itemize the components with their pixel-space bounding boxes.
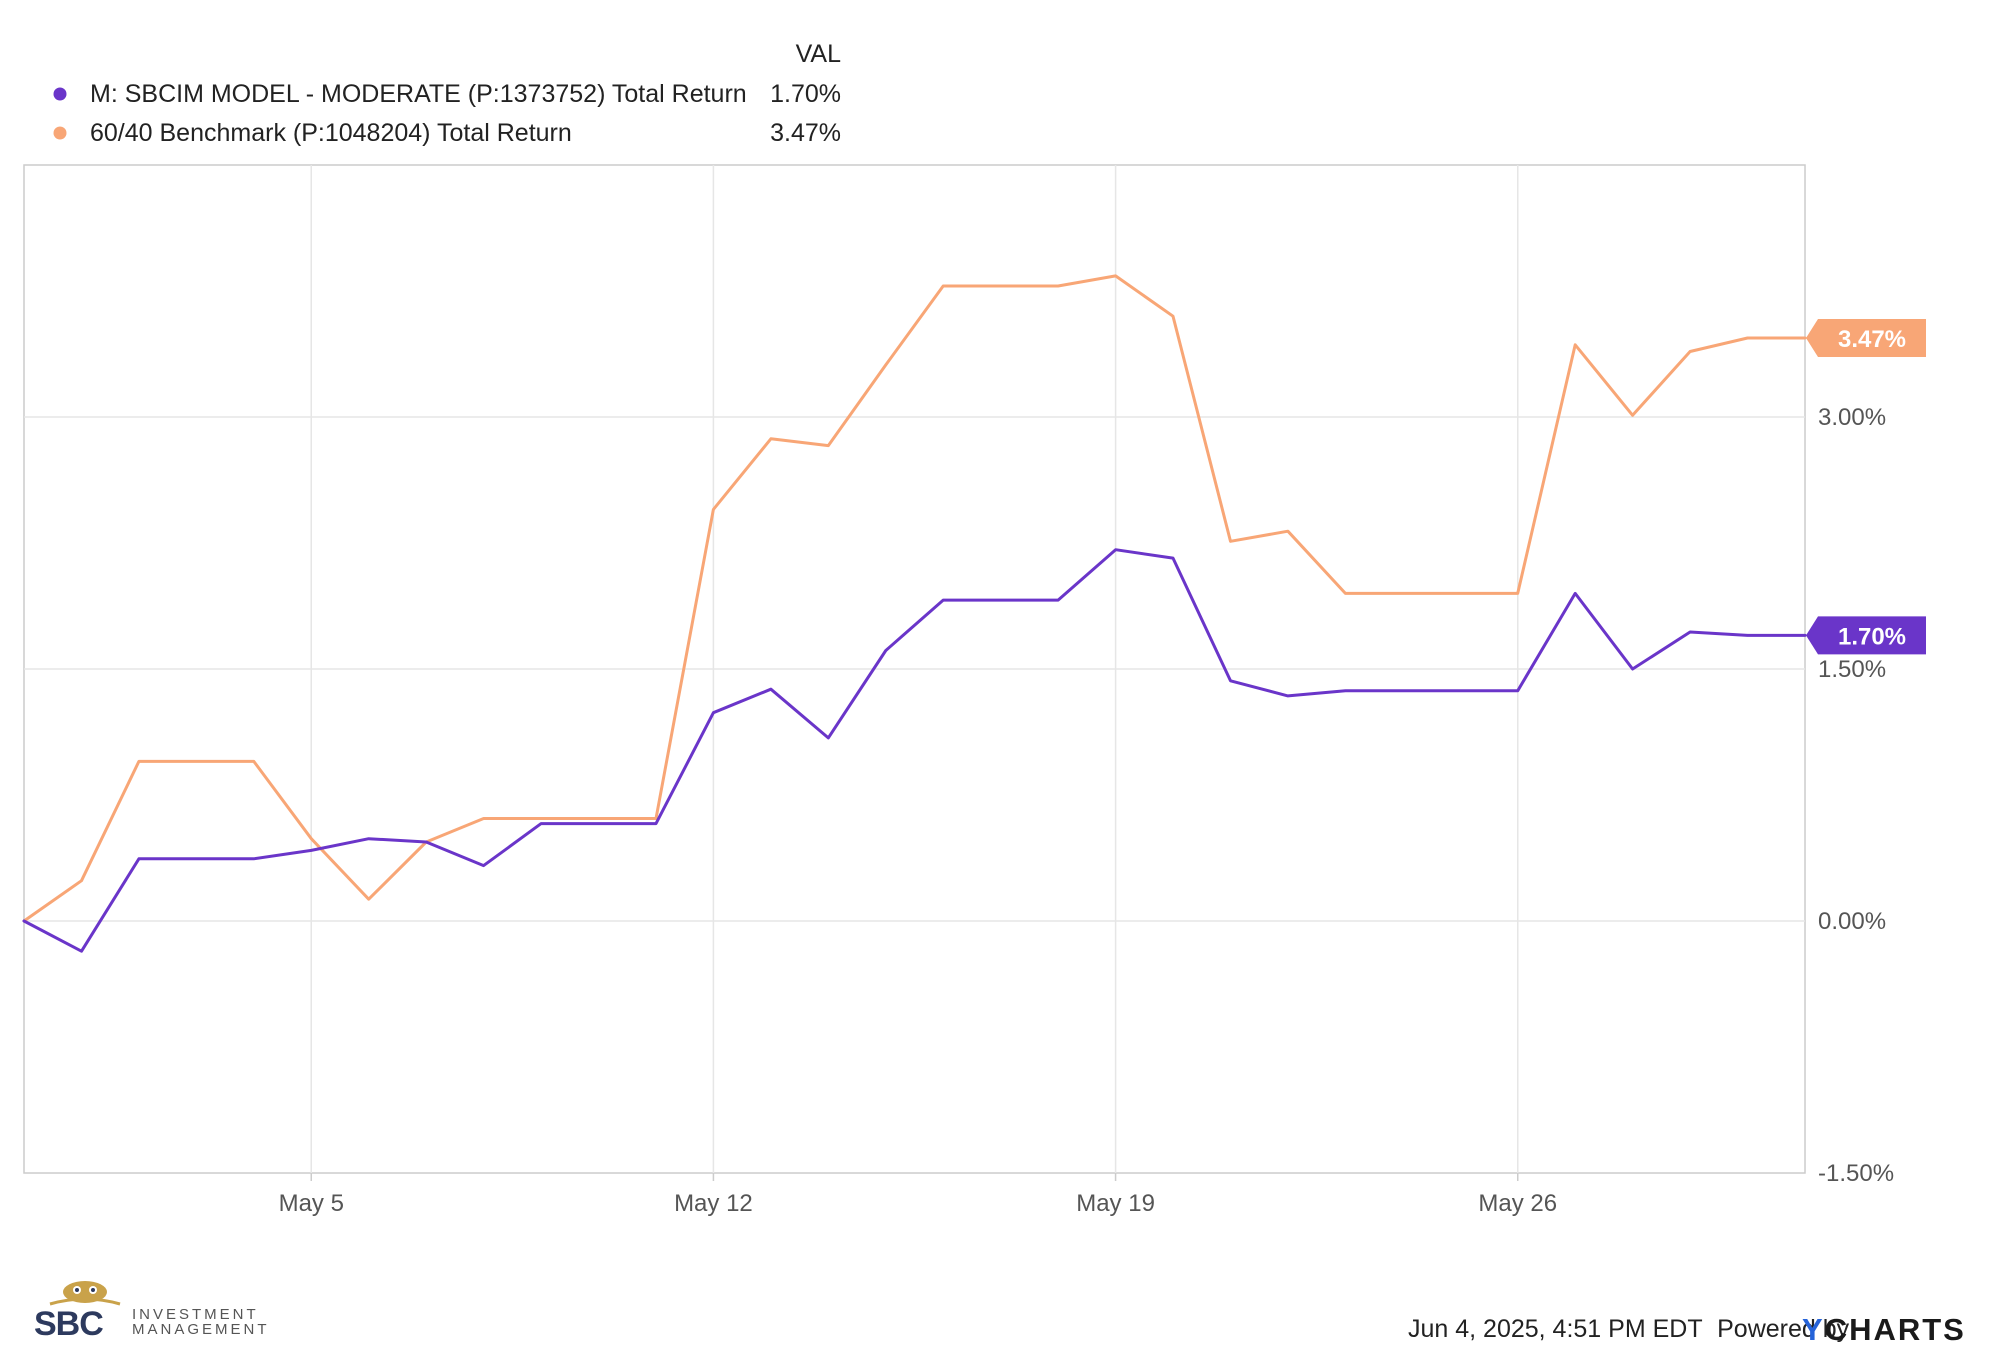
badge-shape — [1806, 616, 1926, 655]
badge-shape — [1806, 319, 1926, 358]
ycharts-y-mark: Y — [1802, 1312, 1823, 1347]
y-tick-label: 3.00% — [1818, 404, 1886, 431]
timestamp-text: Jun 4, 2025, 4:51 PM EDT — [1408, 1315, 1702, 1343]
end-badge-series-2: 3.47% — [1806, 319, 1926, 358]
powered-by-text: Powered by — [1717, 1315, 1850, 1343]
sbc-logo: SBC INVESTMENT MANAGEMENT — [34, 1281, 270, 1343]
legend-value-header: VAL — [796, 40, 841, 68]
x-tick-label: May 5 — [279, 1190, 344, 1217]
y-axis-ticks: 3.00% 1.50% 0.00% -1.50% — [1818, 404, 1894, 1187]
footer-timestamp: Jun 4, 2025, 4:51 PM EDT Powered by — [1408, 1315, 1850, 1343]
y-tick-label: 1.50% — [1818, 656, 1886, 683]
series-line-1 — [22, 548, 1807, 953]
legend-label-series-2: 60/40 Benchmark (P:1048204) Total Return — [90, 119, 572, 147]
logo-letters: SBC — [34, 1305, 103, 1343]
x-tick-label: May 19 — [1076, 1190, 1155, 1217]
end-value-badges: 1.70% 3.47% — [1806, 319, 1926, 655]
footer: Jun 4, 2025, 4:51 PM EDT Powered by YCHA… — [1408, 1312, 1966, 1347]
legend: VAL M: SBCIM MODEL - MODERATE (P:1373752… — [53, 40, 841, 147]
legend-label-series-1: M: SBCIM MODEL - MODERATE (P:1373752) To… — [90, 80, 747, 108]
legend-marker-series-1 — [53, 87, 67, 101]
y-tick-label: -1.50% — [1818, 1160, 1894, 1187]
legend-value-series-1: 1.70% — [770, 80, 841, 108]
badge-label: 3.47% — [1838, 326, 1906, 353]
x-tick-label: May 12 — [674, 1190, 753, 1217]
logo-line-1: INVESTMENT — [132, 1306, 259, 1323]
end-badge-series-1: 1.70% — [1806, 616, 1926, 655]
legend-marker-series-2 — [53, 126, 67, 140]
x-axis-ticks: May 5 May 12 May 19 May 26 — [279, 1173, 1557, 1217]
badge-label: 1.70% — [1838, 623, 1906, 650]
y-tick-label: 0.00% — [1818, 908, 1886, 935]
x-tick-label: May 26 — [1478, 1190, 1557, 1217]
ycharts-wordmark: CHARTS — [1825, 1312, 1966, 1347]
ycharts-logo[interactable]: YCHARTS — [1802, 1312, 1966, 1347]
logo-line-2: MANAGEMENT — [132, 1321, 270, 1338]
grid — [24, 165, 1805, 1173]
owl-icon — [49, 1281, 121, 1306]
series-line-2 — [22, 274, 1807, 923]
series-lines — [22, 274, 1807, 953]
legend-value-series-2: 3.47% — [770, 119, 841, 147]
